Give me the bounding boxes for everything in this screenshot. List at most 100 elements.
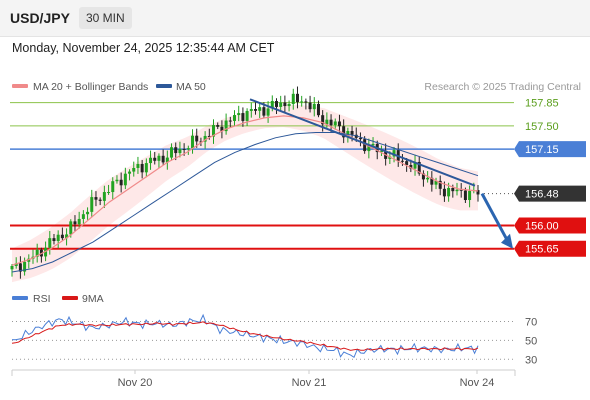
candle-body [237, 113, 241, 116]
candle-body [367, 145, 371, 152]
candle-body [279, 102, 283, 107]
candle-body [409, 165, 413, 169]
candle-body [115, 179, 119, 182]
candle-body [207, 135, 211, 137]
candle-body [300, 101, 304, 103]
ma50-line [11, 132, 479, 273]
rsi-tick-label-70: 70 [525, 316, 537, 328]
candle-body [144, 163, 148, 173]
candle-body [111, 181, 115, 193]
candle-body [291, 93, 295, 104]
candle-body [161, 155, 165, 163]
candle-body [81, 214, 85, 219]
candle-body [60, 234, 64, 239]
level-label-157-50: 157.50 [525, 121, 559, 133]
ma20-legend-swatch [12, 84, 28, 88]
candle-body [413, 161, 417, 169]
candle-body [212, 125, 216, 137]
candle-body [94, 197, 98, 200]
candle-body [90, 197, 94, 212]
candle-body [170, 147, 174, 158]
level-tag-155-65 [514, 240, 586, 257]
candle-body [107, 192, 111, 194]
level-label-157-15: 157.15 [525, 144, 559, 156]
candle-body [233, 115, 237, 121]
ma20-legend-label: MA 20 + Bollinger Bands [33, 81, 148, 93]
ma-lines-layer [11, 115, 479, 273]
candle-body [342, 126, 346, 138]
candle-body [195, 135, 199, 142]
candle-body [421, 173, 425, 180]
candle-body [56, 234, 60, 242]
candle-body [69, 221, 73, 235]
candle-body [224, 120, 228, 132]
candle-body [119, 179, 123, 186]
rsi-layer: 70 50 30 [11, 313, 537, 366]
candle-body [371, 143, 375, 146]
candle-body [52, 238, 56, 242]
candle-body [123, 173, 127, 186]
candle-body [228, 120, 232, 122]
nine-ma-line [11, 321, 479, 351]
rsi-legend-label: RSI [33, 293, 51, 305]
nine-ma-legend-label: 9MA [82, 293, 104, 305]
candle-body [153, 157, 157, 161]
candle-body [325, 119, 329, 125]
bollinger-layer [12, 104, 478, 283]
candle-body [216, 125, 220, 127]
candle-body [102, 192, 106, 201]
candle-body [266, 108, 270, 116]
candle-body [182, 148, 186, 150]
level-tag-156-48 [514, 185, 586, 202]
level-label-157-85: 157.85 [525, 98, 559, 110]
candle-body [258, 107, 262, 111]
candle-body [392, 150, 396, 157]
level-tag-156-00 [514, 217, 586, 234]
credit-text: Research © 2025 Trading Central [424, 81, 581, 93]
candle-body [287, 103, 291, 107]
rsi-line [11, 313, 479, 359]
candle-body [136, 163, 140, 168]
candle-body [199, 141, 203, 143]
candle-body [354, 134, 358, 138]
timeframe-button[interactable]: 30 MIN [79, 7, 132, 29]
candle-body [253, 109, 257, 111]
candle-body [426, 177, 430, 180]
candle-body [405, 161, 409, 166]
nine-ma-legend-swatch [62, 296, 78, 300]
projection-arrow-shaft [480, 192, 510, 243]
candle-body [262, 107, 266, 116]
candle-body [249, 109, 253, 111]
candle-body [140, 163, 144, 173]
candle-body [48, 238, 52, 248]
projection-arrow-head [501, 233, 513, 249]
candle-body [98, 199, 102, 201]
level-label-155-65: 155.65 [525, 244, 559, 256]
candle-body [295, 93, 299, 103]
candle-body [329, 119, 333, 126]
candle-body [455, 189, 459, 192]
candle-body [447, 187, 451, 197]
candle-body [434, 180, 438, 185]
symbol-title: USD/JPY [10, 10, 70, 26]
candle-body [463, 190, 467, 201]
rsi-legend-swatch [12, 296, 28, 300]
candle-body [270, 101, 274, 109]
candle-body [304, 101, 308, 103]
downtrend-line [249, 98, 476, 187]
candle-body [321, 115, 325, 125]
chart-datetime: Monday, November 24, 2025 12:35:44 AM CE… [12, 41, 275, 55]
candle-body [312, 103, 316, 110]
candle-body [128, 171, 132, 174]
candle-body [27, 258, 31, 262]
candle-body [10, 265, 14, 270]
candle-body [283, 102, 287, 107]
candle-body [241, 113, 245, 121]
rsi-tick-label-50: 50 [525, 335, 537, 347]
x-tick-label-nov21: Nov 21 [292, 377, 327, 389]
candle-body [350, 131, 354, 135]
ma50-legend-label: MA 50 [176, 81, 206, 93]
candle-body [165, 157, 169, 163]
x-tick-label-nov24: Nov 24 [460, 377, 495, 389]
levels-layer: 157.85 157.50 157.15 156.48 156.00 155.65 [10, 98, 586, 257]
